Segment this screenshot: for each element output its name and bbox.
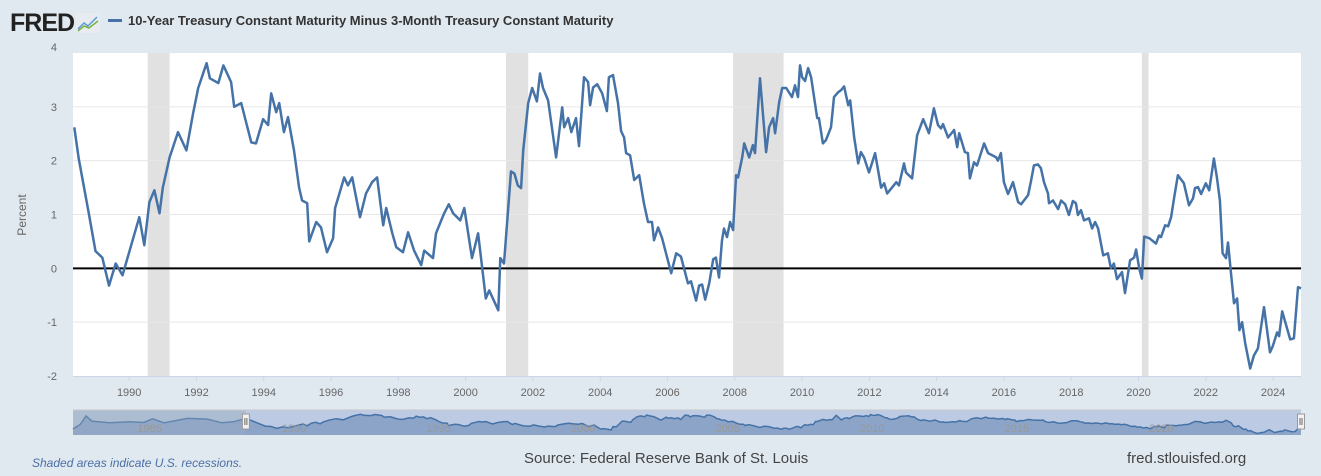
- recession-note: Shaded areas indicate U.S. recessions.: [32, 456, 243, 470]
- x-tick-label: 2000: [453, 387, 477, 399]
- legend[interactable]: 10-Year Treasury Constant Maturity Minus…: [108, 13, 613, 28]
- y-tick-label: -2: [47, 371, 57, 383]
- x-tick-label: 2014: [924, 387, 948, 399]
- navigator-tick-label: 2000: [571, 423, 595, 435]
- x-tick-label: 2018: [1059, 387, 1083, 399]
- x-tick-label: 1994: [252, 387, 276, 399]
- legend-swatch: [108, 19, 122, 22]
- y-tick-label: 2: [51, 156, 57, 168]
- x-tick-label: 2016: [992, 387, 1016, 399]
- navigator-tick-label: 2005: [716, 423, 740, 435]
- x-tick-label: 1992: [184, 387, 208, 399]
- navigator-tick-label: 2020: [1149, 423, 1173, 435]
- navigator[interactable]: 1985 1990 1995 2000 2005 2010 2015 2020: [72, 409, 1305, 435]
- chart-logo-icon: [76, 13, 101, 33]
- navigator-tick-label: 2015: [1005, 423, 1029, 435]
- navigator-handle-right[interactable]: [1297, 413, 1305, 430]
- navigator-ticks: 1985 1990 1995 2000 2005 2010 2015 2020: [137, 423, 1173, 435]
- navigator-tick-label: 1995: [426, 423, 450, 435]
- navigator-handle-left[interactable]: [241, 413, 250, 430]
- legend-label: 10-Year Treasury Constant Maturity Minus…: [128, 13, 614, 28]
- y-axis-label: Percent: [15, 194, 29, 236]
- series-line: [73, 61, 1302, 370]
- x-axis-ticks: 1990 1992 1994 1996 1998 2000 2002 2004 2006 2008…: [117, 376, 1285, 399]
- x-tick-label: 2006: [655, 387, 679, 399]
- x-tick-label: 2002: [521, 387, 545, 399]
- logo-text: FRED: [10, 9, 75, 37]
- navigator-tick-label: 1990: [282, 423, 306, 435]
- x-tick-label: 2022: [1194, 387, 1218, 399]
- fred-logo[interactable]: FRED: [10, 9, 101, 38]
- y-tick-label: 3: [51, 102, 57, 114]
- y-tick-label: 1: [51, 210, 57, 222]
- x-tick-label: 2004: [588, 387, 612, 399]
- site-link[interactable]: fred.stlouisfed.org: [1127, 450, 1247, 467]
- x-tick-label: 2020: [1126, 387, 1150, 399]
- navigator-line: [72, 413, 1302, 435]
- x-tick-label: 2010: [790, 387, 814, 399]
- y-tick-label: 4: [51, 42, 57, 54]
- x-tick-label: 1996: [319, 387, 343, 399]
- navigator-tick-label: 1985: [137, 423, 161, 435]
- x-tick-label: 1998: [386, 387, 410, 399]
- navigator-unselected-mask: [73, 410, 246, 435]
- y-tick-label: 0: [51, 263, 57, 275]
- y-tick-label: -1: [47, 317, 57, 329]
- navigator-tick-label: 2010: [860, 423, 884, 435]
- y-axis-ticks: -2 -1 0 1 2 3 4: [47, 42, 57, 383]
- x-tick-label: 2008: [723, 387, 747, 399]
- x-tick-label: 2012: [857, 387, 881, 399]
- navigator-area: [73, 414, 1301, 435]
- x-tick-label: 2024: [1261, 387, 1285, 399]
- x-tick-label: 1990: [117, 387, 141, 399]
- source-text: Source: Federal Reserve Bank of St. Loui…: [524, 450, 809, 467]
